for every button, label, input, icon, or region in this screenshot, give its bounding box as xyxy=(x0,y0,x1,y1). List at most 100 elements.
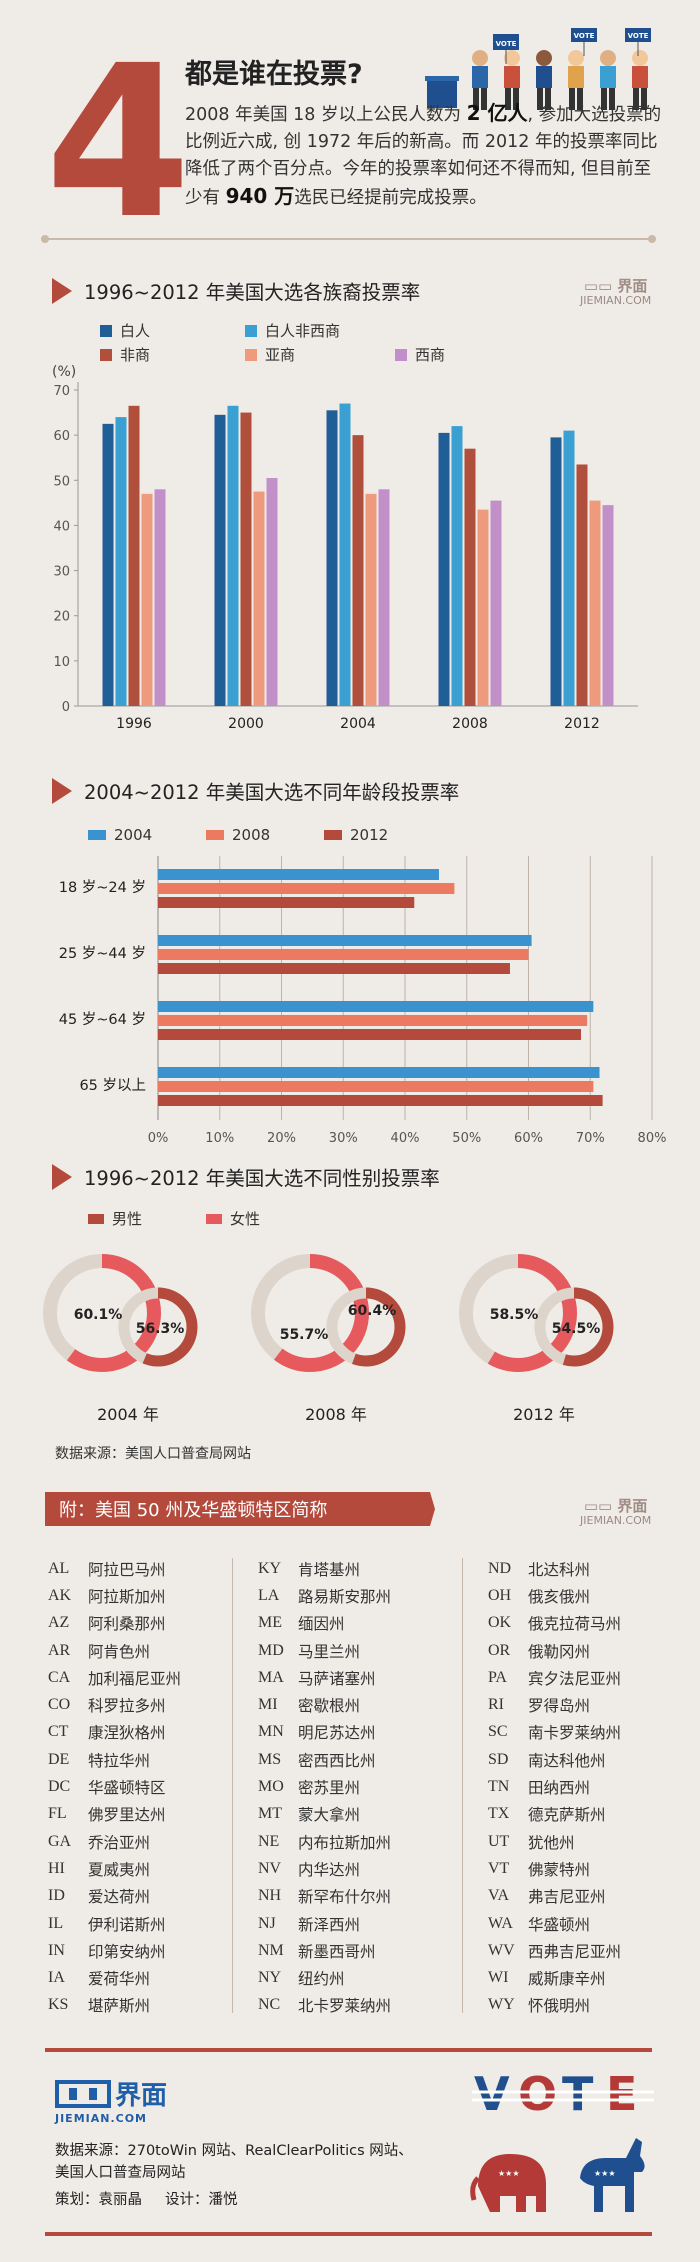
state-row: NE 内布拉斯加州 xyxy=(258,1828,448,1855)
states-banner: 附：美国 50 州及华盛顿特区简称 xyxy=(45,1492,435,1526)
state-row: NH 新罕布什尔州 xyxy=(258,1883,448,1910)
state-name: 康涅狄格州 xyxy=(88,1724,166,1743)
state-row: VT 佛蒙特州 xyxy=(488,1855,678,1882)
state-row: GA 乔治亚州 xyxy=(48,1828,238,1855)
state-abbr: AZ xyxy=(48,1614,70,1632)
states-column: AL 阿拉巴马州 AK 阿拉斯加州 AZ 阿利桑那州 AR 阿肯色州 CA 加利福尼亚州 CO 科罗拉… xyxy=(48,1555,238,2019)
page-title: 都是谁在投票? xyxy=(185,59,363,90)
female-value-label: 60.4% xyxy=(348,1303,397,1319)
state-abbr: RI xyxy=(488,1696,504,1714)
state-abbr: KY xyxy=(258,1559,282,1577)
x-tick-label: 20% xyxy=(267,1131,296,1146)
svg-text:★★★: ★★★ xyxy=(594,2169,616,2178)
state-name: 新墨西哥州 xyxy=(298,1942,376,1961)
state-name: 密西西比州 xyxy=(298,1751,376,1770)
vote-sign-icon: VOTE xyxy=(625,28,651,56)
legend-item: 非商 xyxy=(100,344,150,365)
state-row: WV 西弗吉尼亚州 xyxy=(488,1937,678,1964)
age-legend: 2004 2008 2012 xyxy=(88,826,408,846)
state-abbr: ID xyxy=(48,1887,65,1905)
state-name: 新泽西州 xyxy=(298,1915,361,1934)
state-abbr: ND xyxy=(488,1559,512,1577)
divider xyxy=(41,235,656,243)
state-row: AR 阿肯色州 xyxy=(48,1637,238,1664)
state-name: 堪萨斯州 xyxy=(88,1997,151,2016)
watermark: ▭▭ 界面 JIEMIAN.COM xyxy=(580,277,652,307)
race-legend: 白人 白人非西商 非商 亚商 西商 xyxy=(100,320,580,365)
state-row: PA 宾夕法尼亚州 xyxy=(488,1664,678,1691)
state-abbr: IN xyxy=(48,1941,65,1959)
female-value-label: 60.1% xyxy=(74,1307,123,1323)
state-name: 爱达荷州 xyxy=(88,1888,151,1907)
state-row: MI 密歇根州 xyxy=(258,1691,448,1718)
voters-illustration: VOTE VOTE VOTE xyxy=(425,28,651,110)
section-number: 4 xyxy=(45,20,191,265)
state-abbr: NE xyxy=(258,1832,280,1850)
state-name: 乔治亚州 xyxy=(88,1833,151,1852)
male-value-label: 54.5% xyxy=(552,1321,601,1337)
state-name: 蒙大拿州 xyxy=(298,1806,361,1825)
state-name: 田纳西州 xyxy=(528,1779,591,1798)
bar xyxy=(115,417,127,706)
bar xyxy=(158,935,532,946)
state-abbr: ME xyxy=(258,1614,282,1632)
state-abbr: OR xyxy=(488,1641,511,1659)
bar xyxy=(158,1081,594,1092)
y-tick-label: 60 xyxy=(53,429,70,444)
state-abbr: OH xyxy=(488,1586,512,1604)
y-tick-label: 0 xyxy=(62,700,70,715)
state-abbr: AR xyxy=(48,1641,71,1659)
state-row: MN 明尼苏达州 xyxy=(258,1719,448,1746)
state-name: 华盛顿州 xyxy=(528,1915,591,1934)
state-name: 阿拉巴马州 xyxy=(88,1560,166,1579)
svg-text:VOTE: VOTE xyxy=(574,32,595,40)
state-row: FL 佛罗里达州 xyxy=(48,1801,238,1828)
x-tick-label: 2004 xyxy=(340,716,376,732)
svg-text:附：美国 50 州及华盛顿特区简称: 附：美国 50 州及华盛顿特区简称 xyxy=(59,1500,327,1521)
state-abbr: IA xyxy=(48,1969,65,1987)
state-abbr: NY xyxy=(258,1969,282,1987)
state-name: 内布拉斯加州 xyxy=(298,1833,392,1852)
bar xyxy=(158,949,529,960)
state-row: MS 密西西比州 xyxy=(258,1746,448,1773)
year-label: 2004 年 xyxy=(97,1405,159,1424)
bar xyxy=(365,493,377,706)
state-abbr: OK xyxy=(488,1614,512,1632)
state-name: 佛蒙特州 xyxy=(528,1860,591,1879)
state-abbr: LA xyxy=(258,1586,280,1604)
state-abbr: SC xyxy=(488,1723,508,1741)
svg-text:★★★: ★★★ xyxy=(498,2169,520,2178)
state-row: TN 田纳西州 xyxy=(488,1773,678,1800)
voter-icon xyxy=(504,50,520,110)
bar xyxy=(253,491,265,706)
state-name: 德克萨斯州 xyxy=(528,1806,606,1825)
vote-sign-icon: VOTE xyxy=(571,28,597,56)
state-name: 阿利桑那州 xyxy=(88,1615,166,1634)
state-name: 南达科他州 xyxy=(528,1751,606,1770)
state-name: 俄勒冈州 xyxy=(528,1642,591,1661)
state-row: WI 威斯康辛州 xyxy=(488,1964,678,1991)
triangle-icon xyxy=(52,277,72,304)
bar xyxy=(158,1029,581,1040)
state-name: 缅因州 xyxy=(298,1615,345,1634)
state-name: 阿肯色州 xyxy=(88,1642,151,1661)
y-tick-label: 45 岁~64 岁 xyxy=(59,1011,146,1028)
state-row: NM 新墨西哥州 xyxy=(258,1937,448,1964)
state-abbr: UT xyxy=(488,1832,510,1850)
bar xyxy=(464,448,476,706)
bar xyxy=(158,1095,603,1106)
race-chart: (%) 0 10 20 30 40 50 60 70 1996 2000 2004 2008 2012 xyxy=(52,364,638,732)
state-abbr: NH xyxy=(258,1887,282,1905)
state-name: 马萨诸塞州 xyxy=(298,1669,376,1688)
footer-credits: 策划：袁丽晶 设计：潘悦 xyxy=(55,2192,238,2208)
state-row: DE 特拉华州 xyxy=(48,1746,238,1773)
bar xyxy=(326,410,338,706)
bar xyxy=(158,1001,594,1012)
state-row: CA 加利福尼亚州 xyxy=(48,1664,238,1691)
state-name: 阿拉斯加州 xyxy=(88,1587,166,1606)
state-row: KY 肯塔基州 xyxy=(258,1555,448,1582)
state-row: OR 俄勒冈州 xyxy=(488,1637,678,1664)
legend-item: 女性 xyxy=(206,1208,260,1229)
bar xyxy=(550,437,562,706)
